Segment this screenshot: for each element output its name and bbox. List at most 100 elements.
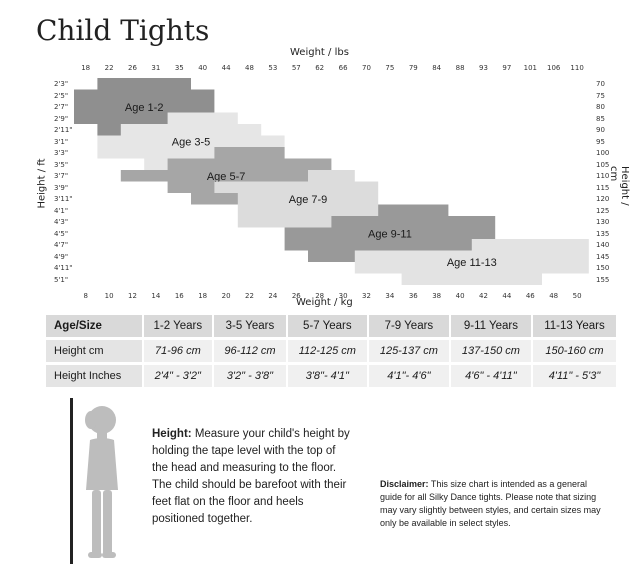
cm-tick-label: 145 [596,252,610,261]
page-title: Child Tights [36,14,210,47]
size-region-label: Age 5-7 [207,171,246,183]
cm-tick-label: 155 [596,275,610,284]
size-region-label: Age 3-5 [172,136,211,148]
lbs-tick-label: 40 [198,64,208,72]
ft-tick-label: 2'9" [54,114,69,123]
size-region-cell [97,135,285,147]
lbs-tick-label: 53 [268,64,278,72]
size-region-cell [97,78,191,90]
size-region-cell [74,101,215,113]
kg-tick-label: 18 [198,292,208,300]
kg-tick-label: 8 [83,292,88,300]
table-cell: 4'6" - 4'11" [448,365,531,387]
cm-tick-label: 75 [596,91,605,100]
child-height-illustration [68,398,128,564]
cm-tick-label: 90 [596,126,605,134]
size-region-cell [237,204,402,216]
cm-tick-label: 70 [596,80,605,88]
table-cell: 125-137 cm [366,340,449,362]
table-header-cell: 9-11 Years [448,315,531,337]
table-header-cell: 7-9 Years [366,315,449,337]
cm-tick-label: 120 [596,195,610,203]
lbs-tick-label: 101 [523,64,537,72]
lbs-tick-label: 110 [570,64,584,72]
ft-tick-label: 2'3" [54,80,69,88]
size-region-cell [284,239,496,251]
size-region-cell [308,250,379,262]
kg-tick-label: 38 [432,292,442,300]
kg-tick-label: 26 [291,292,301,300]
table-header-cell: 3-5 Years [212,315,286,337]
size-region-cell [167,112,238,124]
ft-tick-label: 3'11" [54,195,73,203]
ft-tick-label: 2'7" [54,103,69,111]
lbs-tick-label: 97 [502,64,512,72]
table-cell: 137-150 cm [448,340,531,362]
size-region-cell [214,147,285,159]
size-region-cell [74,89,215,101]
size-region-cell [191,193,262,205]
cm-tick-label: 135 [596,229,610,238]
table-row-label: Height Inches [46,365,142,387]
ft-tick-label: 2'5" [54,91,69,100]
ft-tick-label: 4'1" [54,206,69,215]
cm-tick-label: 150 [596,264,610,272]
lbs-tick-label: 22 [104,64,114,72]
lbs-tick-label: 31 [151,64,161,72]
lbs-tick-label: 26 [128,64,137,72]
ft-tick-label: 4'11" [54,264,73,272]
table-header-cell: Age/Size [46,315,142,337]
cm-tick-label: 140 [596,241,610,249]
table-header-cell: 11-13 Years [530,315,616,337]
table-cell: 112-125 cm [285,340,367,362]
size-region-cell [120,124,262,136]
lbs-tick-label: 84 [432,64,442,72]
size-region-cell [237,193,379,205]
table-row: Height cm 71-96 cm 96-112 cm 112-125 cm … [46,340,616,362]
ft-tick-label: 4'9" [54,252,69,261]
kg-tick-label: 34 [385,292,395,300]
kg-tick-label: 42 [479,292,488,300]
kg-tick-label: 12 [128,292,137,300]
ft-tick-label: 3'1" [54,137,69,146]
ft-tick-label: 3'7" [54,172,69,180]
size-region-cell [308,170,355,182]
table-cell: 96-112 cm [212,340,286,362]
kg-tick-label: 40 [455,292,465,300]
disclaimer-text: This size chart is intended as a general… [380,479,601,528]
ft-tick-label: 3'9" [54,183,69,192]
ft-tick-label: 3'5" [54,160,69,169]
size-region-cell [378,204,449,216]
lbs-tick-label: 93 [479,64,488,72]
cm-tick-label: 85 [596,114,605,123]
size-region-cell [74,112,191,124]
lbs-tick-label: 88 [455,64,465,72]
size-region-label: Age 9-11 [368,228,412,240]
cm-tick-label: 125 [596,206,610,215]
height-note-text: Measure your child's height by holding t… [152,428,350,525]
x-axis-title-top: Weight / lbs [290,47,349,58]
size-region-cell [214,181,379,193]
size-region-label: Age 11-13 [447,257,497,269]
table-header-cell: 5-7 Years [285,315,367,337]
kg-tick-label: 14 [151,292,161,300]
table-header-row: Age/Size 1-2 Years 3-5 Years 5-7 Years 7… [46,315,616,337]
kg-tick-label: 44 [502,292,512,300]
kg-tick-label: 50 [572,292,582,300]
cm-tick-label: 95 [596,137,605,146]
lbs-tick-label: 106 [547,64,561,72]
kg-tick-label: 36 [408,292,418,300]
kg-tick-label: 32 [362,292,371,300]
size-region-cell [284,227,496,239]
lbs-tick-label: 35 [174,64,184,72]
size-region-label: Age 7-9 [289,194,328,206]
cm-tick-label: 105 [596,160,610,169]
lbs-tick-label: 57 [291,64,301,72]
size-table: Age/Size 1-2 Years 3-5 Years 5-7 Years 7… [46,312,616,390]
cm-tick-label: 115 [596,183,610,192]
height-note-label: Height: [152,428,192,440]
height-measure-note: Height: Measure your child's height by h… [152,426,352,528]
kg-tick-label: 30 [338,292,348,300]
size-region-cell [471,239,589,251]
table-header-cell: 1-2 Years [141,315,213,337]
